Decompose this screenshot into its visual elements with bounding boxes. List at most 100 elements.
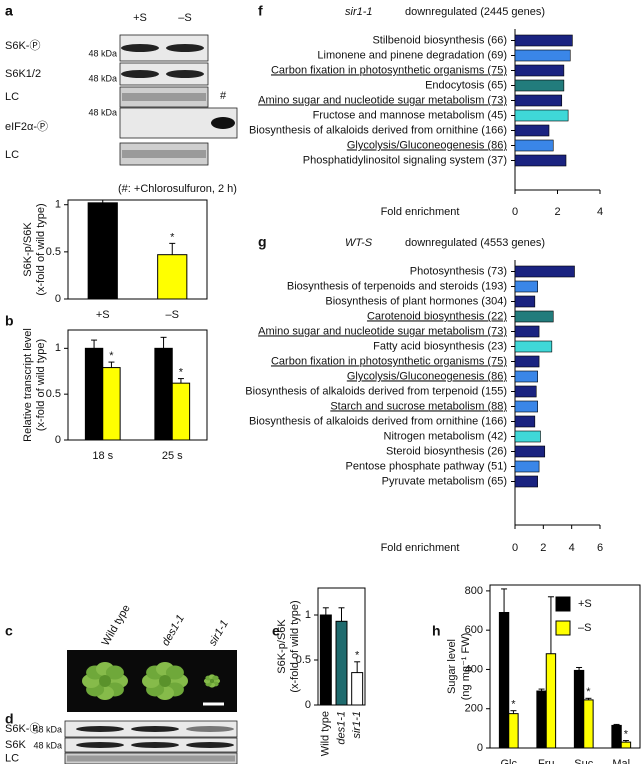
band xyxy=(67,755,235,762)
bar xyxy=(514,154,567,167)
bar xyxy=(514,355,540,368)
bar xyxy=(514,415,536,428)
bar xyxy=(514,94,563,107)
bar xyxy=(611,724,622,749)
category-label: Carotenoid biosynthesis (22) xyxy=(367,310,507,322)
y-tick-label: 400 xyxy=(465,663,483,675)
band xyxy=(121,44,159,52)
band xyxy=(186,742,234,748)
legend-label: –S xyxy=(578,622,591,634)
band xyxy=(131,742,179,748)
lane-marker: # xyxy=(220,90,227,102)
category-label: Fructose and mannose metabolism (45) xyxy=(313,109,507,121)
panel-label: f xyxy=(258,3,263,19)
legend-swatch xyxy=(555,596,571,612)
significance-mark: * xyxy=(170,231,175,243)
y-tick-label: 1 xyxy=(55,342,61,354)
bar xyxy=(154,347,173,441)
x-tick-label: 0 xyxy=(512,542,518,554)
category-label: Nitrogen metabolism (42) xyxy=(384,430,508,442)
bar xyxy=(157,254,188,300)
category-label: Biosynthesis of terpenoids and steroids … xyxy=(287,280,507,292)
blot-box xyxy=(119,62,209,86)
size-marker: 48 kDa xyxy=(88,107,117,117)
panel-label: h xyxy=(432,623,441,639)
bar xyxy=(620,741,632,749)
category-label: Biosynthesis of alkaloids derived from t… xyxy=(245,385,507,397)
chart-title: downregulated (2445 genes) xyxy=(405,6,545,18)
chart-title-gene: sir1-1 xyxy=(345,6,373,18)
bar xyxy=(514,295,536,308)
significance-mark: * xyxy=(179,366,184,378)
x-tick-label: 6 xyxy=(597,542,603,554)
blot-row-label: S6K xyxy=(5,739,26,751)
panel-label: e xyxy=(272,623,280,639)
size-marker: 48 kDa xyxy=(88,48,117,58)
x-tick-label: 4 xyxy=(569,542,575,554)
y-axis-label: (x-fold of wild type) xyxy=(35,203,47,295)
bar xyxy=(583,699,594,749)
x-tick-label: Glc xyxy=(501,758,518,764)
y-tick-label: 0.5 xyxy=(296,654,311,666)
category-label: Phosphatidylinositol signaling system (3… xyxy=(303,154,507,166)
bar xyxy=(514,430,541,443)
bar xyxy=(514,370,538,383)
x-tick-label: Fru xyxy=(538,758,555,764)
bar xyxy=(319,614,332,706)
blot-row-label: S6K-Ⓟ xyxy=(5,722,40,735)
category-label: Biosynthesis of plant hormones (304) xyxy=(325,295,507,307)
y-axis-label: (x-fold of wild type) xyxy=(35,339,47,431)
bar xyxy=(102,367,121,441)
plot-frame xyxy=(67,329,208,441)
x-tick-label: 2 xyxy=(540,542,546,554)
bar xyxy=(514,460,540,473)
x-tick-label: 2 xyxy=(554,206,560,218)
band xyxy=(131,726,179,732)
bar xyxy=(514,310,554,323)
bar xyxy=(514,385,537,398)
y-tick-label: 0.5 xyxy=(46,246,61,258)
significance-mark: * xyxy=(511,699,516,711)
panel-label: d xyxy=(5,711,14,727)
size-marker: 48 kDa xyxy=(33,724,62,734)
x-tick-label: 18 s xyxy=(92,450,113,462)
blot-row-label: LC xyxy=(5,752,19,764)
category-label: Pyruvate metabolism (65) xyxy=(382,475,507,487)
category-label: Pentose phosphate pathway (51) xyxy=(346,460,507,472)
bar xyxy=(514,280,538,293)
x-tick-label: 4 xyxy=(597,206,603,218)
bar xyxy=(514,49,571,62)
y-axis-label: S6K-p/S6K xyxy=(276,619,288,674)
bar xyxy=(514,445,546,458)
x-tick-label: 25 s xyxy=(162,450,183,462)
blot-row-label: LC xyxy=(5,91,19,103)
band xyxy=(166,70,204,78)
bar xyxy=(335,620,348,706)
y-axis-label: (ng mg⁻¹ FW) xyxy=(460,633,472,701)
leaf xyxy=(165,665,184,680)
y-tick-label: 600 xyxy=(465,624,483,636)
x-axis-label: Fold enrichment xyxy=(381,542,460,554)
x-tick-label: Wild type xyxy=(320,711,332,756)
panel-label: g xyxy=(258,234,267,250)
band xyxy=(186,726,234,732)
size-marker: 48 kDa xyxy=(88,73,117,83)
bar xyxy=(508,713,519,749)
y-tick-label: 0 xyxy=(477,742,483,754)
y-axis-label: (x-fold of wild type) xyxy=(289,600,301,692)
band xyxy=(122,150,206,158)
leaf xyxy=(105,665,124,680)
bar xyxy=(498,611,510,749)
genotype-label: des1-1 xyxy=(160,613,187,648)
significance-mark: * xyxy=(624,728,629,740)
bar xyxy=(545,653,557,749)
band xyxy=(211,117,235,129)
blot-row-label: S6K1/2 xyxy=(5,68,41,80)
category-label: Fatty acid biosynthesis (23) xyxy=(373,340,507,352)
genotype-label: Wild type xyxy=(100,603,133,648)
bar xyxy=(87,202,118,300)
category-label: Glycolysis/Gluconeogenesis (86) xyxy=(347,139,507,151)
rosette-center xyxy=(209,678,215,684)
y-tick-label: 0 xyxy=(305,699,311,711)
category-label: Limonene and pinene degradation (69) xyxy=(317,49,507,61)
